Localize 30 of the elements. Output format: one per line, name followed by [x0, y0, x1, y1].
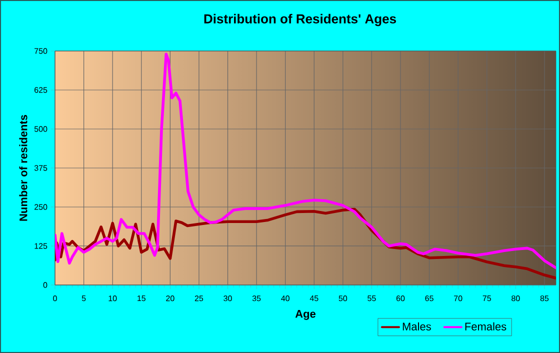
x-tick-label: 75 [482, 296, 491, 302]
x-tick-label: 65 [425, 296, 434, 302]
x-tick-label: 10 [108, 296, 117, 302]
chart-title: Distribution of Residents' Ages [204, 14, 396, 26]
legend-label: Males [402, 322, 431, 330]
y-tick-label: 375 [34, 165, 48, 171]
x-tick-label: 55 [368, 296, 376, 302]
y-axis-title: Number of residents [19, 114, 28, 221]
y-tick-label: 750 [34, 48, 48, 54]
x-tick-label: 45 [310, 296, 318, 302]
x-tick-label: 85 [540, 296, 549, 302]
x-tick-label: 50 [338, 296, 348, 302]
x-tick-label: 30 [224, 296, 232, 302]
y-tick-label: 0 [43, 282, 48, 288]
x-tick-label: 60 [396, 296, 405, 302]
x-tick-label: 35 [252, 296, 261, 302]
x-tick-label: 15 [138, 296, 146, 302]
x-tick-label: 40 [281, 296, 290, 302]
x-tick-label: 80 [512, 296, 520, 302]
y-tick-label: 250 [34, 204, 48, 210]
x-tick-label: 20 [166, 296, 174, 302]
x-tick-label: 25 [194, 296, 204, 302]
x-tick-label: 5 [82, 296, 86, 302]
x-axis-title: Age [295, 310, 316, 320]
y-tick-label: 500 [34, 126, 48, 132]
y-tick-label: 625 [34, 87, 48, 93]
x-tick-label: 70 [454, 296, 462, 302]
y-tick-label: 125 [34, 243, 48, 249]
legend-label: Females [465, 322, 506, 330]
x-tick-label: 0 [53, 296, 57, 302]
